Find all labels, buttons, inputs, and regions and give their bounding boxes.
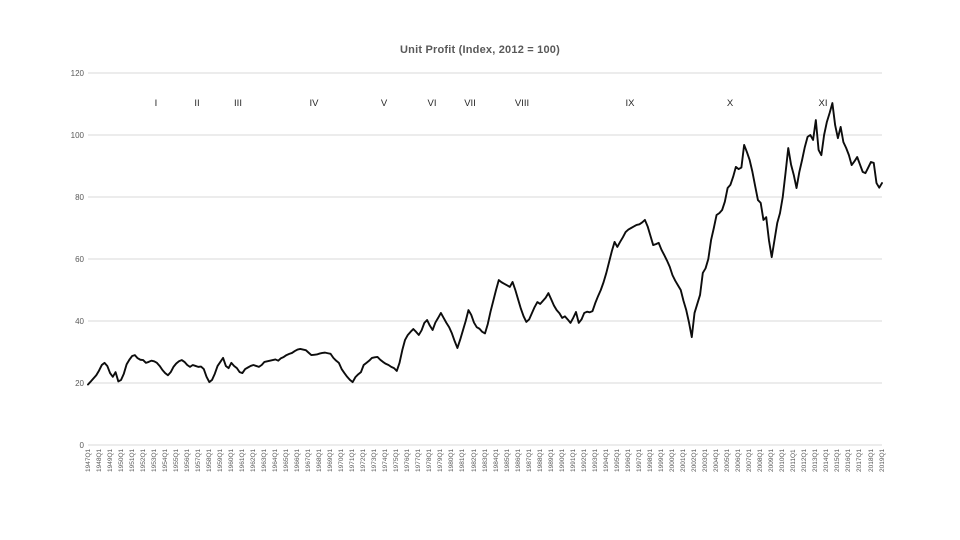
x-tick-label: 1986Q1 — [514, 449, 522, 473]
cycle-label-viii: VIII — [514, 98, 530, 109]
x-tick-label: 2019Q1 — [878, 449, 886, 473]
y-tick-label: 40 — [75, 317, 84, 326]
gridlines — [88, 72, 882, 446]
x-tick-label: 1966Q1 — [294, 449, 301, 473]
cycle-label-iv: IV — [309, 98, 319, 109]
cycle-label-vii: VII — [464, 98, 476, 109]
x-tick-label: 1989Q1 — [547, 449, 555, 473]
x-tick-label: 1977Q1 — [415, 449, 423, 473]
chart-title: Unit Profit (Index, 2012 = 100) — [400, 44, 560, 56]
x-tick-label: 1980Q1 — [448, 449, 456, 473]
y-tick-label: 100 — [70, 131, 84, 140]
x-tick-label: 2007Q1 — [746, 449, 754, 473]
cycle-label-v: V — [380, 98, 388, 109]
x-tick-label: 1961Q1 — [238, 449, 246, 473]
x-tick-label: 1967Q1 — [305, 449, 313, 473]
x-tick-label: 1984Q1 — [492, 449, 500, 473]
x-tick-label: 2018Q1 — [867, 449, 875, 473]
x-tick-label: 1949Q1 — [106, 449, 114, 473]
x-tick-label: 1994Q1 — [602, 449, 610, 473]
x-tick-label: 1958Q1 — [205, 449, 213, 473]
x-tick-label: 1988Q1 — [536, 449, 544, 473]
x-tick-label: 1987Q1 — [525, 449, 533, 473]
x-tick-label: 1976Q1 — [404, 449, 412, 473]
x-tick-label: 2016Q1 — [845, 449, 853, 473]
x-tick-label: 1968Q1 — [316, 449, 324, 473]
cycle-label-iii: III — [234, 98, 242, 109]
x-tick-label: 1999Q1 — [657, 449, 665, 473]
x-tick-label: 2015Q1 — [834, 449, 842, 473]
x-tick-label: 1971Q1 — [349, 449, 357, 473]
x-tick-label: 1964Q1 — [272, 449, 279, 473]
x-tick-label: 2013Q1 — [812, 449, 820, 473]
x-tick-label: 1951Q1 — [128, 449, 136, 473]
x-tick-label: 1975Q1 — [393, 449, 401, 473]
y-tick-label: 120 — [70, 69, 84, 78]
x-tick-label: 1993Q1 — [591, 449, 599, 473]
x-tick-label: 1991Q1 — [569, 449, 577, 473]
cycle-label-i: I — [154, 98, 158, 109]
x-tick-label: 1998Q1 — [646, 449, 654, 473]
x-tick-label: 2011Q1 — [790, 449, 798, 472]
x-tick-label: 1959Q1 — [216, 449, 224, 473]
y-tick-label: 20 — [75, 379, 84, 388]
cycle-label-vi: VI — [427, 98, 437, 109]
x-tick-label: 2004Q1 — [713, 449, 721, 473]
x-tick-label: 1982Q1 — [470, 449, 478, 473]
x-tick-label: 1960Q1 — [227, 449, 235, 473]
x-tick-label: 1947Q1 — [84, 449, 92, 473]
x-tick-label: 1950Q1 — [117, 449, 125, 473]
x-tick-label: 2014Q1 — [823, 449, 831, 473]
x-tick-label: 2017Q1 — [856, 449, 864, 473]
x-tick-label: 2001Q1 — [680, 449, 687, 473]
x-tick-label: 1992Q1 — [580, 449, 588, 473]
x-tick-label: 1978Q1 — [426, 449, 434, 473]
x-tick-label: 2010Q1 — [779, 449, 787, 473]
x-tick-label: 1995Q1 — [613, 449, 621, 473]
y-tick-label: 60 — [75, 255, 84, 264]
x-tick-label: 1963Q1 — [260, 449, 268, 473]
x-tick-label: 1953Q1 — [150, 449, 158, 473]
x-tick-label: 1952Q1 — [139, 449, 147, 473]
x-tick-label: 1956Q1 — [183, 449, 191, 473]
x-tick-label: 1957Q1 — [194, 449, 202, 473]
x-tick-label: 1997Q1 — [635, 449, 643, 473]
x-tick-label: 2002Q1 — [691, 449, 698, 473]
x-tick-label: 1979Q1 — [437, 449, 445, 473]
x-tick-label: 1970Q1 — [338, 449, 346, 473]
x-tick-label: 1965Q1 — [283, 449, 290, 473]
x-tick-label: 1955Q1 — [172, 449, 180, 473]
cycle-label-x: X — [726, 98, 734, 109]
cycle-label-ii: II — [194, 98, 200, 109]
x-tick-label: 2000Q1 — [669, 449, 676, 473]
x-tick-label: 1974Q1 — [382, 449, 390, 473]
x-tick-label: 1996Q1 — [624, 449, 632, 473]
x-tick-label: 2006Q1 — [735, 449, 743, 473]
x-tick-label: 1969Q1 — [327, 449, 335, 473]
x-tick-label: 1962Q1 — [249, 449, 257, 473]
x-tick-label: 2003Q1 — [702, 449, 710, 473]
x-tick-label: 2012Q1 — [801, 449, 809, 473]
y-tick-label: 80 — [75, 193, 84, 202]
x-tick-label: 1972Q1 — [360, 449, 368, 473]
x-tick-label: 1985Q1 — [503, 449, 511, 473]
cycle-label-xi: XI — [818, 98, 828, 109]
y-tick-label: 0 — [79, 441, 84, 450]
x-tick-label: 1948Q1 — [95, 449, 103, 473]
x-tick-label: 2005Q1 — [724, 449, 732, 473]
x-tick-label: 1981Q1 — [459, 449, 467, 473]
x-tick-label: 1983Q1 — [481, 449, 489, 473]
cycle-label-ix: IX — [625, 98, 635, 109]
x-tick-label: 2008Q1 — [757, 449, 765, 473]
x-tick-label: 1954Q1 — [161, 449, 169, 473]
x-tick-label: 1973Q1 — [371, 449, 379, 473]
x-tick-label: 1990Q1 — [558, 449, 566, 473]
unit-profit-line — [87, 102, 883, 386]
x-tick-label: 2009Q1 — [768, 449, 776, 473]
